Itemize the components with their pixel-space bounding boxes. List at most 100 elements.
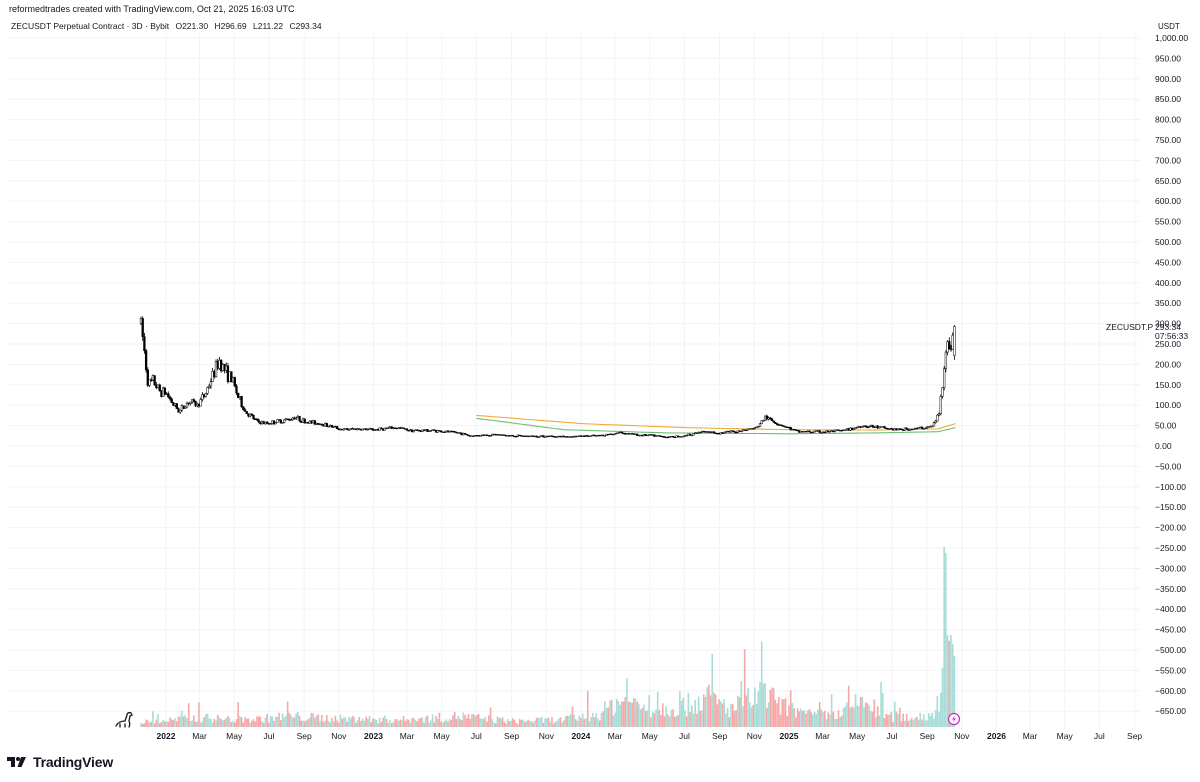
volume-bar	[172, 719, 175, 727]
symbol-legend[interactable]: ZECUSDT Perpetual Contract · 3D · Bybit …	[11, 21, 326, 31]
volume-bar	[745, 695, 748, 727]
volume-bar	[692, 713, 695, 727]
volume-bar	[278, 712, 280, 727]
volume-bar	[679, 691, 681, 727]
volume-bar	[786, 716, 789, 727]
volume-bar	[387, 722, 390, 727]
last-price-value: 293.34	[1155, 322, 1181, 332]
volume-bar	[665, 706, 668, 727]
volume-bar	[760, 641, 763, 727]
volume-bar	[266, 713, 268, 727]
volume-bar	[315, 715, 318, 727]
volume-bar	[220, 718, 222, 727]
volume-bar	[416, 721, 419, 727]
volume-bar	[418, 718, 420, 727]
candle-body	[757, 426, 760, 428]
volume-bar	[569, 714, 572, 727]
volume-bar	[810, 711, 812, 727]
x-tick-label: Nov	[331, 731, 347, 741]
volume-bar	[629, 701, 632, 727]
volume-bar	[232, 720, 234, 727]
candle-body	[861, 426, 864, 428]
y-tick-label: 850.00	[1155, 94, 1181, 104]
price-axis[interactable]: 1,000.00 950.00 900.00 850.00 800.00 750.00 70…	[1155, 33, 1188, 716]
volume-bar	[633, 698, 635, 727]
volume-bar	[748, 702, 751, 727]
candle-body	[201, 394, 204, 400]
candle-body	[511, 435, 514, 437]
tradingview-brand[interactable]: TradingView	[7, 754, 113, 770]
volume-bar	[302, 720, 304, 727]
volume-bar	[875, 717, 877, 727]
tradingview-brand-name: TradingView	[33, 754, 114, 770]
volume-bar	[933, 718, 935, 727]
volume-bar	[571, 706, 574, 727]
volume-bar	[687, 692, 690, 727]
price-axis-currency[interactable]: USDT	[1158, 22, 1180, 31]
volume-bar	[656, 691, 659, 727]
volume-bar	[750, 707, 753, 727]
volume-bar	[440, 721, 442, 727]
volume-bar	[511, 718, 514, 727]
volume-bar	[704, 696, 707, 727]
volume-bar	[254, 721, 257, 727]
volume-bar	[462, 712, 465, 727]
volume-bar	[385, 719, 388, 727]
volume-bar	[177, 716, 180, 727]
volume-bar	[711, 653, 714, 727]
candle-body	[479, 435, 482, 437]
volume-bar	[798, 711, 801, 727]
volume-bar	[513, 719, 516, 727]
volume-bar	[670, 709, 673, 727]
volume-bar	[709, 695, 712, 727]
candle-body	[883, 426, 886, 429]
volume-bar	[336, 720, 338, 727]
volume-bar	[585, 718, 587, 727]
volume-bar	[430, 720, 432, 727]
y-tick-label: 550.00	[1155, 217, 1181, 227]
lightning-icon[interactable]	[947, 712, 961, 726]
volume-bar	[223, 719, 226, 727]
volume-bar	[360, 720, 362, 727]
volume-bar	[697, 696, 700, 727]
y-tick-label: −650.00	[1155, 706, 1186, 716]
candle-body	[852, 428, 855, 431]
candle-body	[346, 428, 349, 430]
volume-bar	[612, 715, 615, 727]
volume-bar	[595, 713, 598, 727]
volume-bar	[370, 722, 373, 727]
candle-body	[407, 430, 410, 432]
volume-bar	[264, 717, 267, 727]
dino-icon[interactable]	[115, 711, 133, 728]
last-price-ticker: ZECUSDT.P	[1106, 322, 1154, 332]
volume-bar	[721, 703, 724, 727]
volume-bar	[675, 715, 678, 727]
y-tick-label: 50.00	[1155, 421, 1177, 431]
x-tick-label: 2023	[364, 731, 383, 741]
volume-bar	[424, 716, 427, 727]
volume-bar	[639, 709, 642, 727]
volume-bar	[535, 717, 538, 727]
volume-bar	[244, 717, 246, 727]
candle-body	[944, 351, 948, 369]
volume-bar	[489, 707, 492, 727]
candle-body	[412, 430, 415, 433]
volume-bar	[650, 717, 652, 727]
volume-bar	[922, 714, 925, 727]
volume-bar	[140, 722, 142, 727]
volume-bar	[324, 720, 326, 727]
volume-bar	[187, 703, 190, 727]
time-axis[interactable]: 2022 Mar May Jul Sep Nov 2023 Mar May Jul Sep Nov 20…	[157, 731, 1143, 741]
volume-bar	[257, 716, 260, 727]
volume-bar	[789, 690, 792, 727]
x-tick-label: Sep	[1127, 731, 1142, 741]
volume-bar	[714, 694, 717, 727]
volume-bar	[404, 721, 407, 727]
volume-bar	[779, 714, 782, 727]
volume-bar	[806, 710, 809, 727]
candle-body	[199, 399, 202, 407]
volume-bar	[184, 715, 187, 727]
candle-body	[281, 422, 284, 424]
candle-body	[266, 421, 269, 424]
